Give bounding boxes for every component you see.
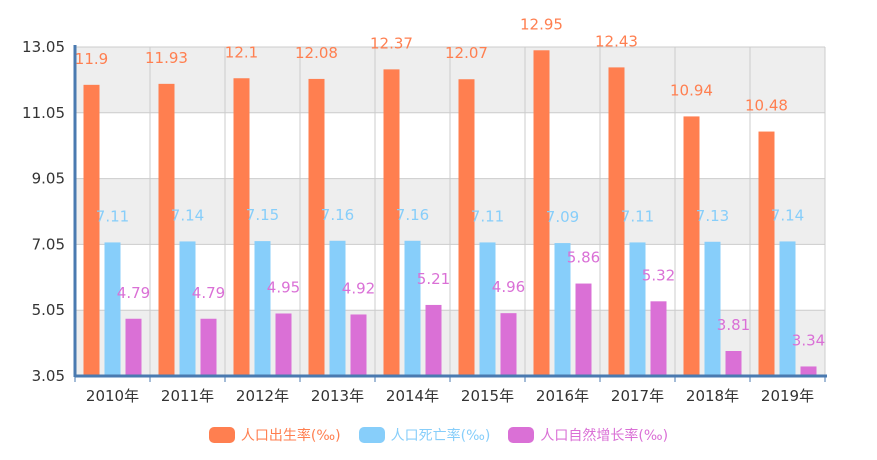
bar — [179, 241, 196, 376]
data-label: 7.15 — [246, 206, 279, 224]
bar — [533, 50, 550, 376]
bar — [458, 79, 475, 376]
x-tick-label: 2017年 — [611, 387, 664, 405]
y-tick-label: 5.05 — [32, 301, 65, 319]
bar — [158, 83, 175, 377]
x-tick-label: 2015年 — [461, 387, 514, 405]
bar — [725, 350, 742, 376]
tick-labels: 3.05 5.05 7.05 9.05 11.05 13.05 2010年 2011年 2012… — [22, 38, 814, 405]
data-label: 7.09 — [546, 208, 579, 226]
legend-item[interactable]: 人口自然增长率(‰) — [508, 425, 668, 445]
axes — [73, 45, 827, 382]
bar — [350, 314, 367, 376]
bar — [629, 242, 646, 376]
bar — [275, 313, 292, 376]
bar — [554, 243, 571, 376]
legend-swatch — [508, 427, 535, 443]
data-label: 12.1 — [225, 43, 258, 61]
legend: 人口出生率(‰) 人口死亡率(‰) 人口自然增长率(‰) — [0, 425, 877, 445]
legend-item[interactable]: 人口死亡率(‰) — [358, 425, 491, 445]
legend-label: 人口自然增长率(‰) — [540, 428, 669, 444]
bar — [425, 304, 442, 376]
y-tick-label: 13.05 — [22, 38, 65, 56]
x-tick-label: 2016年 — [536, 387, 589, 405]
data-label: 10.94 — [670, 81, 713, 99]
data-label: 11.93 — [145, 49, 188, 67]
bar — [308, 78, 325, 377]
data-label: 7.11 — [471, 207, 504, 225]
bar — [608, 67, 625, 376]
bar — [254, 241, 271, 376]
data-label: 7.11 — [96, 207, 129, 225]
x-tick-label: 2011年 — [161, 387, 214, 405]
bar — [233, 78, 250, 376]
y-tick-label: 7.05 — [32, 235, 65, 253]
x-tick-label: 2010年 — [86, 387, 139, 405]
x-tick-label: 2019年 — [761, 387, 814, 405]
data-label: 7.13 — [696, 207, 729, 225]
data-label: 7.11 — [621, 207, 654, 225]
bars — [83, 50, 817, 377]
data-label: 12.95 — [520, 15, 563, 33]
data-label: 12.37 — [370, 34, 413, 52]
x-tick-label: 2018年 — [686, 387, 739, 405]
bar — [383, 69, 400, 376]
data-label: 4.96 — [492, 278, 525, 296]
chart-canvas: 11.9 11.93 12.1 12.08 12.37 12.07 12.95 12.43 10… — [22, 15, 827, 405]
data-label: 4.95 — [267, 278, 300, 296]
data-label: 5.21 — [417, 270, 450, 288]
data-label: 7.16 — [321, 206, 354, 224]
legend-item[interactable]: 人口出生率(‰) — [208, 425, 341, 445]
data-label: 4.79 — [192, 284, 225, 302]
y-tick-label: 11.05 — [22, 104, 65, 122]
x-tick-label: 2013年 — [311, 387, 364, 405]
data-label: 5.32 — [642, 266, 675, 284]
y-tick-label: 9.05 — [32, 170, 65, 188]
data-label: 3.81 — [717, 316, 750, 334]
data-label: 5.86 — [567, 249, 600, 267]
legend-label: 人口出生率(‰) — [240, 428, 341, 444]
bar — [83, 84, 100, 377]
bar — [758, 131, 775, 376]
data-label: 10.48 — [745, 97, 788, 115]
data-label: 4.79 — [117, 284, 150, 302]
legend-swatch — [358, 427, 385, 443]
bar — [800, 366, 817, 376]
data-label: 7.16 — [396, 206, 429, 224]
bar — [500, 313, 517, 376]
data-label: 4.92 — [342, 279, 375, 297]
data-label: 12.08 — [295, 44, 338, 62]
bar — [200, 318, 217, 376]
legend-swatch — [208, 427, 235, 443]
y-tick-label: 3.05 — [32, 367, 65, 385]
bar — [575, 283, 592, 376]
bar — [125, 318, 142, 376]
data-label: 12.07 — [445, 44, 488, 62]
bar — [479, 242, 496, 376]
x-tick-label: 2012年 — [236, 387, 289, 405]
data-label: 7.14 — [171, 206, 204, 224]
x-tick-label: 2014年 — [386, 387, 439, 405]
bar — [404, 240, 421, 376]
bar — [329, 240, 346, 376]
bar — [779, 241, 796, 376]
bar — [650, 301, 667, 376]
legend-label: 人口死亡率(‰) — [390, 428, 491, 444]
data-label: 12.43 — [595, 32, 638, 50]
bar — [683, 116, 700, 376]
data-label: 11.9 — [75, 50, 108, 68]
data-labels: 11.9 11.93 12.1 12.08 12.37 12.07 12.95 12.43 10… — [75, 15, 825, 349]
bar — [704, 241, 721, 376]
data-label: 3.34 — [792, 331, 825, 349]
data-label: 7.14 — [771, 206, 804, 224]
bar — [104, 242, 121, 376]
